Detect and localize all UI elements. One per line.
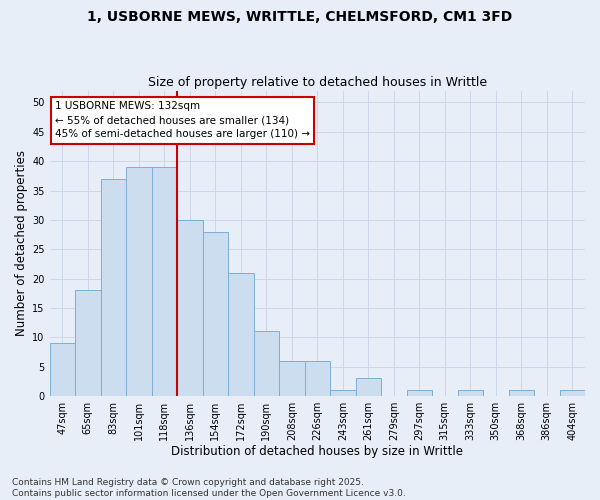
Bar [228, 273, 254, 396]
Text: Contains HM Land Registry data © Crown copyright and database right 2025.
Contai: Contains HM Land Registry data © Crown c… [12, 478, 406, 498]
Bar [152, 167, 177, 396]
Bar [126, 167, 152, 396]
X-axis label: Distribution of detached houses by size in Writtle: Distribution of detached houses by size … [171, 444, 463, 458]
Bar [458, 390, 483, 396]
Bar [407, 390, 432, 396]
Bar [560, 390, 585, 396]
Text: 1, USBORNE MEWS, WRITTLE, CHELMSFORD, CM1 3FD: 1, USBORNE MEWS, WRITTLE, CHELMSFORD, CM… [88, 10, 512, 24]
Bar [305, 361, 330, 396]
Bar [50, 343, 75, 396]
Bar [177, 220, 203, 396]
Text: 1 USBORNE MEWS: 132sqm
← 55% of detached houses are smaller (134)
45% of semi-de: 1 USBORNE MEWS: 132sqm ← 55% of detached… [55, 102, 310, 140]
Bar [203, 232, 228, 396]
Bar [509, 390, 534, 396]
Bar [279, 361, 305, 396]
Bar [75, 290, 101, 396]
Bar [254, 332, 279, 396]
Bar [330, 390, 356, 396]
Y-axis label: Number of detached properties: Number of detached properties [15, 150, 28, 336]
Bar [356, 378, 381, 396]
Bar [101, 179, 126, 396]
Title: Size of property relative to detached houses in Writtle: Size of property relative to detached ho… [148, 76, 487, 90]
